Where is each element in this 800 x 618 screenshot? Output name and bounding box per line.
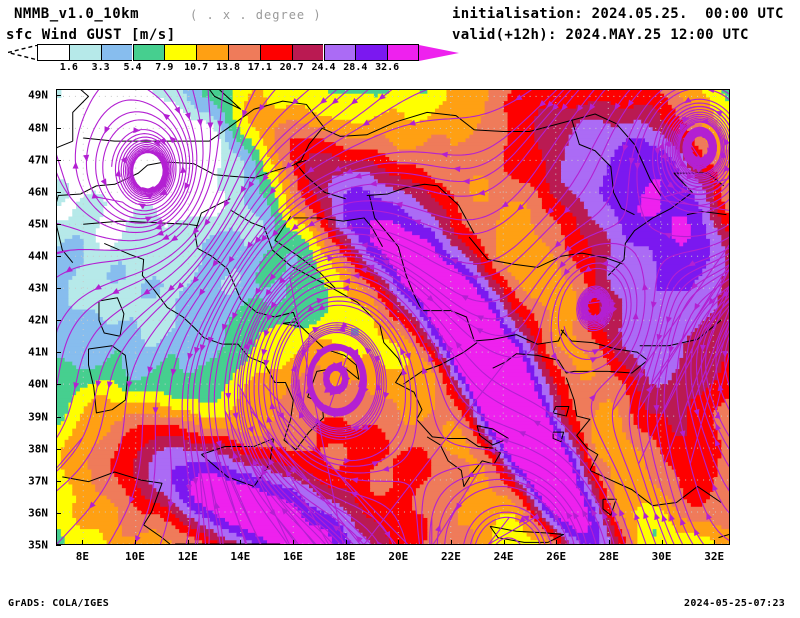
longitude-tick-label: 22E [440,550,461,563]
colorbar-tick-label: 20.7 [279,62,304,73]
latitude-tick-mark [56,480,61,482]
colorbar-over-arrow-icon [419,45,459,61]
latitude-tick-mark [56,384,61,386]
latitude-tick-label: 42N [28,313,48,327]
latitude-tick-label: 38N [28,442,48,456]
longitude-tick-label: 20E [388,550,409,563]
latitude-tick-label: 44N [28,249,48,263]
colorbar-swatch [132,44,165,61]
grads-credit: GrADS: COLA/IGES [8,598,110,609]
colorbar-swatch [323,44,356,61]
colorbar-swatch [355,44,388,61]
colorbar-tick-label: 24.4 [311,62,336,73]
colorbar-tick-label: 32.6 [375,62,400,73]
colorbar-tick-label: 7.9 [155,62,174,73]
latitude-tick-label: 40N [28,377,48,391]
latitude-tick-label: 45N [28,217,48,231]
variable-title: sfc Wind GUST [m/s] [6,27,176,43]
colorbar-swatch [259,44,292,61]
latitude-tick-mark [56,512,61,514]
latitude-tick-mark [56,255,61,257]
colorbar-tick-label: 10.7 [184,62,209,73]
longitude-tick-label: 16E [283,550,303,563]
colorbar-tick-label: 1.6 [59,62,78,73]
map-plot-area[interactable] [56,89,730,545]
longitude-tick-label: 26E [546,550,567,563]
longitude-tick-label: 10E [125,550,145,563]
latitude-tick-label: 41N [28,345,48,359]
colorbar-swatch [100,44,133,61]
colorbar-swatch [164,44,197,61]
latitude-tick-label: 47N [28,153,48,167]
colorbar-under-arrow-icon [8,45,38,60]
latitude-tick-mark [56,352,61,354]
longitude-tick-label: 14E [230,550,251,563]
colorbar-tick-label: 3.3 [91,62,110,73]
resolution-subtitle: ( . x . degree ) [190,8,322,22]
latitude-tick-mark [56,191,61,193]
colorbar-tick-label: 13.8 [215,62,241,73]
latitude-tick-label: 48N [28,121,48,135]
longitude-tick-label: 28E [598,550,619,563]
longitude-tick-label: 30E [651,550,672,563]
colorbar-tick-label: 5.4 [123,62,142,73]
longitude-tick-mark [345,540,347,545]
colorbar: 1.6 3.3 5.4 7.9 10.7 13.8 17.1 20.7 24.4 28.4 32.6 [0,44,460,73]
latitude-tick-mark [56,416,61,418]
valid-time: valid(+12h): 2024.MAY.25 12:00 UTC [452,27,749,43]
longitude-tick-mark [187,540,189,545]
longitude-tick-label: 18E [335,550,356,563]
latitude-tick-mark [56,127,61,129]
longitude-tick-mark [398,540,400,545]
longitude-tick-mark [661,540,663,545]
colorbar-swatch [68,44,101,61]
longitude-tick-label: 12E [177,550,198,563]
initialisation-time: initialisation: 2024.05.25. 00:00 UTC [452,6,784,22]
colorbar-swatch [37,44,69,61]
latitude-tick-label: 35N [28,538,48,552]
latitude-tick-label: 43N [28,281,48,295]
weather-map-canvas [57,90,729,544]
colorbar-swatch [291,44,324,61]
latitude-tick-mark [56,288,61,290]
longitude-tick-mark [714,540,716,545]
render-timestamp: 2024-05-25-07:23 [684,598,786,609]
latitude-tick-label: 39N [28,410,48,424]
longitude-tick-mark [450,540,452,545]
latitude-tick-mark [56,95,61,97]
colorbar-swatch [228,44,260,61]
longitude-tick-mark [82,540,84,545]
longitude-tick-mark [503,540,505,545]
longitude-tick-label: 32E [704,550,725,563]
latitude-tick-mark [56,159,61,161]
latitude-tick-label: 49N [28,88,48,102]
colorbar-swatch [387,44,419,61]
longitude-tick-mark [134,540,136,545]
latitude-tick-mark [56,223,61,225]
latitude-tick-label: 36N [28,506,48,520]
colorbar-tick-label: 28.4 [343,62,368,73]
latitude-tick-label: 37N [28,474,48,488]
latitude-tick-label: 46N [28,185,48,199]
latitude-tick-mark [56,448,61,450]
colorbar-tick-label: 17.1 [247,62,272,73]
longitude-tick-label: 8E [75,550,89,563]
model-title: NMMB_v1.0_10km [14,6,140,22]
longitude-tick-mark [240,540,242,545]
longitude-tick-mark [556,540,558,545]
colorbar-swatch [196,44,228,61]
longitude-tick-label: 24E [493,550,514,563]
longitude-tick-mark [292,540,294,545]
latitude-tick-mark [56,320,61,322]
longitude-tick-mark [608,540,610,545]
latitude-tick-mark [56,545,61,546]
